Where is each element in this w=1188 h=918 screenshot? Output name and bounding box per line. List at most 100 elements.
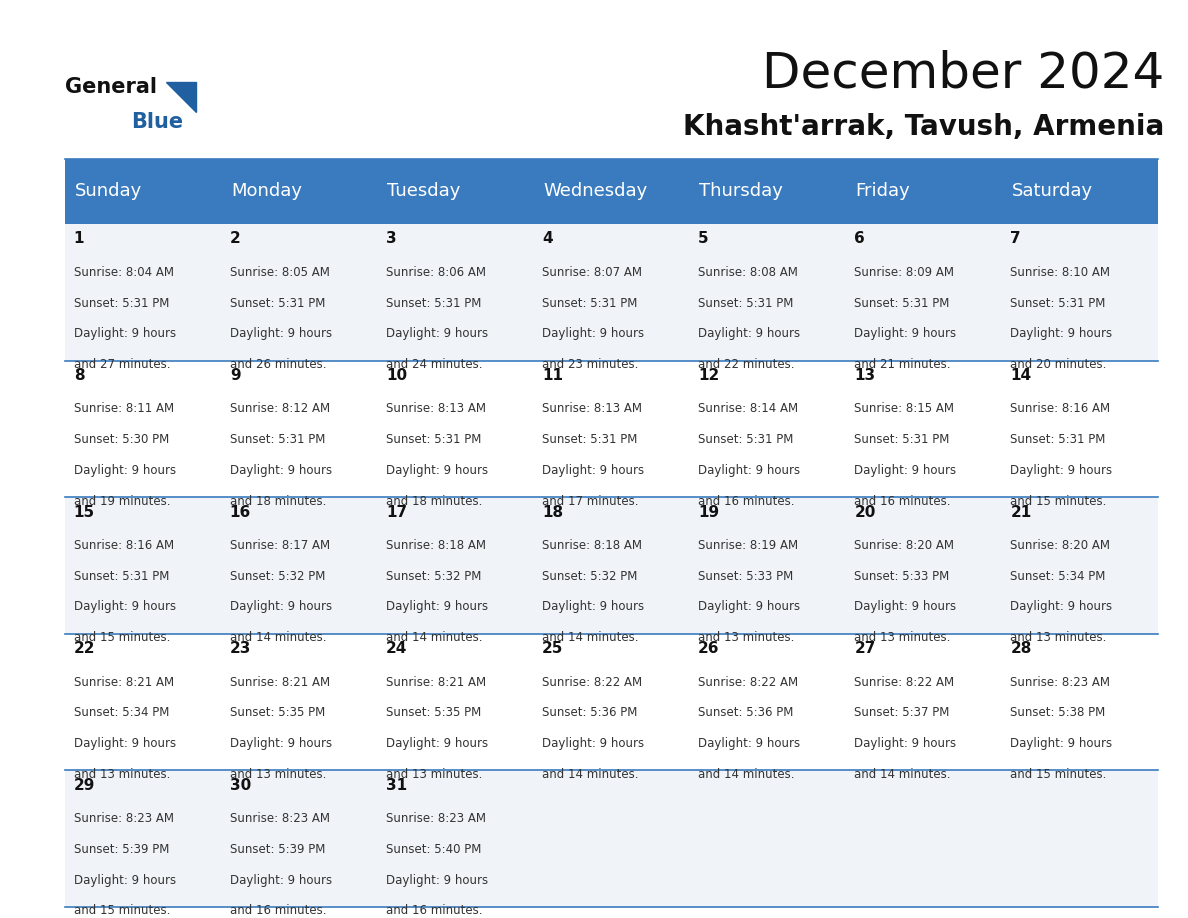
- Text: Sunset: 5:40 PM: Sunset: 5:40 PM: [386, 843, 481, 856]
- Text: Sunrise: 8:21 AM: Sunrise: 8:21 AM: [386, 676, 486, 688]
- Text: Sunday: Sunday: [75, 183, 143, 200]
- Text: 25: 25: [542, 641, 563, 656]
- Text: Sunset: 5:31 PM: Sunset: 5:31 PM: [229, 433, 326, 446]
- FancyBboxPatch shape: [1003, 361, 1158, 498]
- Text: Daylight: 9 hours: Daylight: 9 hours: [699, 327, 801, 341]
- Polygon shape: [166, 82, 196, 112]
- Text: Sunrise: 8:13 AM: Sunrise: 8:13 AM: [542, 402, 642, 415]
- Text: 16: 16: [229, 505, 251, 520]
- Text: Sunrise: 8:08 AM: Sunrise: 8:08 AM: [699, 266, 798, 279]
- Text: General: General: [65, 77, 157, 97]
- Text: Monday: Monday: [230, 183, 302, 200]
- Text: Daylight: 9 hours: Daylight: 9 hours: [542, 600, 644, 613]
- Text: Daylight: 9 hours: Daylight: 9 hours: [74, 327, 176, 341]
- Text: 23: 23: [229, 641, 251, 656]
- Text: 18: 18: [542, 505, 563, 520]
- FancyBboxPatch shape: [690, 770, 846, 907]
- FancyBboxPatch shape: [846, 361, 1003, 498]
- Text: Sunrise: 8:11 AM: Sunrise: 8:11 AM: [74, 402, 173, 415]
- Text: Sunrise: 8:21 AM: Sunrise: 8:21 AM: [229, 676, 330, 688]
- Text: Daylight: 9 hours: Daylight: 9 hours: [229, 874, 331, 887]
- Text: Sunrise: 8:09 AM: Sunrise: 8:09 AM: [854, 266, 954, 279]
- FancyBboxPatch shape: [1003, 498, 1158, 633]
- Text: Sunset: 5:32 PM: Sunset: 5:32 PM: [229, 570, 326, 583]
- Text: 29: 29: [74, 778, 95, 793]
- Text: 11: 11: [542, 368, 563, 383]
- Text: December 2024: December 2024: [762, 50, 1164, 98]
- Text: Sunrise: 8:23 AM: Sunrise: 8:23 AM: [1011, 676, 1111, 688]
- Text: Sunset: 5:36 PM: Sunset: 5:36 PM: [699, 706, 794, 720]
- Text: 7: 7: [1011, 231, 1022, 246]
- FancyBboxPatch shape: [846, 224, 1003, 361]
- Text: Sunrise: 8:18 AM: Sunrise: 8:18 AM: [542, 539, 642, 552]
- Text: Sunrise: 8:12 AM: Sunrise: 8:12 AM: [229, 402, 330, 415]
- Text: Sunset: 5:39 PM: Sunset: 5:39 PM: [229, 843, 326, 856]
- FancyBboxPatch shape: [221, 498, 378, 633]
- Text: Sunset: 5:32 PM: Sunset: 5:32 PM: [386, 570, 481, 583]
- Text: 20: 20: [854, 505, 876, 520]
- Text: Sunset: 5:31 PM: Sunset: 5:31 PM: [386, 297, 481, 309]
- Text: Daylight: 9 hours: Daylight: 9 hours: [74, 874, 176, 887]
- FancyBboxPatch shape: [533, 159, 690, 224]
- Text: Sunrise: 8:17 AM: Sunrise: 8:17 AM: [229, 539, 330, 552]
- Text: Daylight: 9 hours: Daylight: 9 hours: [229, 737, 331, 750]
- Text: Sunset: 5:35 PM: Sunset: 5:35 PM: [386, 706, 481, 720]
- Text: Sunset: 5:31 PM: Sunset: 5:31 PM: [699, 297, 794, 309]
- Text: Sunset: 5:35 PM: Sunset: 5:35 PM: [229, 706, 326, 720]
- Text: Daylight: 9 hours: Daylight: 9 hours: [1011, 327, 1113, 341]
- Text: 2: 2: [229, 231, 240, 246]
- Text: and 16 minutes.: and 16 minutes.: [854, 495, 950, 508]
- Text: Daylight: 9 hours: Daylight: 9 hours: [1011, 737, 1113, 750]
- Text: Sunset: 5:38 PM: Sunset: 5:38 PM: [1011, 706, 1106, 720]
- Text: and 24 minutes.: and 24 minutes.: [386, 358, 482, 371]
- FancyBboxPatch shape: [533, 498, 690, 633]
- Text: 22: 22: [74, 641, 95, 656]
- FancyBboxPatch shape: [65, 770, 221, 907]
- Text: Daylight: 9 hours: Daylight: 9 hours: [74, 737, 176, 750]
- Text: Daylight: 9 hours: Daylight: 9 hours: [854, 464, 956, 476]
- Text: and 13 minutes.: and 13 minutes.: [386, 767, 482, 781]
- Text: 6: 6: [854, 231, 865, 246]
- Text: Sunrise: 8:14 AM: Sunrise: 8:14 AM: [699, 402, 798, 415]
- Text: Daylight: 9 hours: Daylight: 9 hours: [229, 600, 331, 613]
- Text: Sunset: 5:39 PM: Sunset: 5:39 PM: [74, 843, 169, 856]
- Text: Sunrise: 8:16 AM: Sunrise: 8:16 AM: [74, 539, 173, 552]
- FancyBboxPatch shape: [65, 159, 221, 224]
- Text: and 27 minutes.: and 27 minutes.: [74, 358, 170, 371]
- Text: Sunset: 5:31 PM: Sunset: 5:31 PM: [699, 433, 794, 446]
- Text: Daylight: 9 hours: Daylight: 9 hours: [229, 327, 331, 341]
- Text: Sunset: 5:33 PM: Sunset: 5:33 PM: [699, 570, 794, 583]
- Text: Daylight: 9 hours: Daylight: 9 hours: [386, 464, 488, 476]
- Text: Sunrise: 8:05 AM: Sunrise: 8:05 AM: [229, 266, 329, 279]
- Text: Blue: Blue: [131, 112, 183, 131]
- Text: Daylight: 9 hours: Daylight: 9 hours: [699, 737, 801, 750]
- Text: Sunset: 5:31 PM: Sunset: 5:31 PM: [74, 297, 169, 309]
- Text: and 13 minutes.: and 13 minutes.: [854, 632, 950, 644]
- Text: and 15 minutes.: and 15 minutes.: [1011, 767, 1107, 781]
- FancyBboxPatch shape: [1003, 770, 1158, 907]
- Text: Sunrise: 8:20 AM: Sunrise: 8:20 AM: [854, 539, 954, 552]
- Text: and 16 minutes.: and 16 minutes.: [386, 904, 482, 917]
- Text: and 18 minutes.: and 18 minutes.: [229, 495, 327, 508]
- FancyBboxPatch shape: [1003, 633, 1158, 770]
- Text: Sunrise: 8:20 AM: Sunrise: 8:20 AM: [1011, 539, 1111, 552]
- Text: 27: 27: [854, 641, 876, 656]
- Text: Daylight: 9 hours: Daylight: 9 hours: [1011, 600, 1113, 613]
- FancyBboxPatch shape: [690, 159, 846, 224]
- FancyBboxPatch shape: [65, 633, 221, 770]
- Text: Sunset: 5:31 PM: Sunset: 5:31 PM: [542, 297, 638, 309]
- Text: Khasht'arrak, Tavush, Armenia: Khasht'arrak, Tavush, Armenia: [683, 114, 1164, 141]
- Text: Sunrise: 8:15 AM: Sunrise: 8:15 AM: [854, 402, 954, 415]
- Text: 1: 1: [74, 231, 84, 246]
- Text: 4: 4: [542, 231, 552, 246]
- FancyBboxPatch shape: [690, 361, 846, 498]
- Text: Daylight: 9 hours: Daylight: 9 hours: [1011, 464, 1113, 476]
- Text: Daylight: 9 hours: Daylight: 9 hours: [386, 737, 488, 750]
- Text: 26: 26: [699, 641, 720, 656]
- Text: Saturday: Saturday: [1012, 183, 1093, 200]
- Text: Sunrise: 8:22 AM: Sunrise: 8:22 AM: [854, 676, 954, 688]
- FancyBboxPatch shape: [690, 224, 846, 361]
- Text: Friday: Friday: [855, 183, 910, 200]
- Text: Daylight: 9 hours: Daylight: 9 hours: [386, 327, 488, 341]
- FancyBboxPatch shape: [378, 361, 533, 498]
